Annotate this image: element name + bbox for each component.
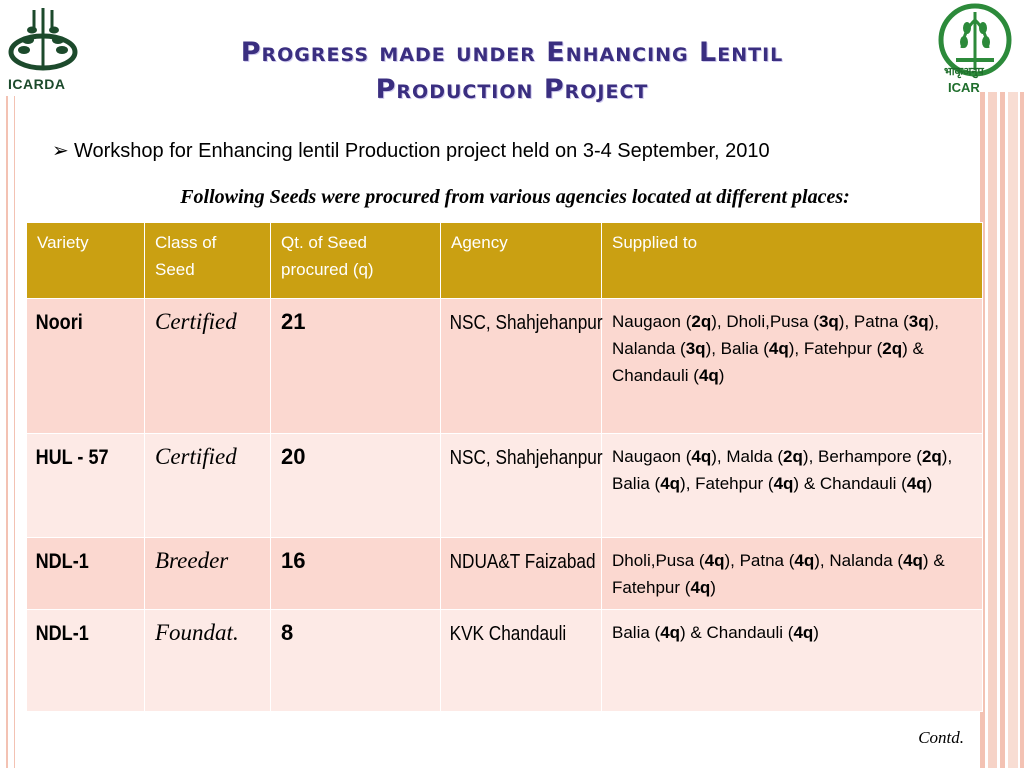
- title-line-2: Production Project: [375, 74, 649, 105]
- qty-cell-text: 20: [281, 444, 306, 469]
- qty-cell-text: 8: [281, 620, 294, 645]
- supplied-cell: Balia (4q) & Chandauli (4q): [601, 609, 983, 712]
- qty-cell: 20: [270, 433, 441, 538]
- seeds-subtitle: Following Seeds were procured from vario…: [180, 186, 850, 208]
- qty-cell: 16: [270, 537, 441, 610]
- header-class: Class of Seed: [144, 222, 271, 299]
- contd-label: Contd.: [918, 728, 964, 747]
- icar-hindi-text: भाकृअनुप: [944, 65, 984, 78]
- agency-cell: NSC, Shahjehanpur: [440, 298, 603, 434]
- supplied-cell: Dholi,Pusa (4q), Patna (4q), Nalanda (4q…: [601, 537, 983, 610]
- header-variety: Variety: [26, 222, 145, 299]
- agency-cell-text: NDUA&T Faizabad: [449, 551, 596, 573]
- supplied-cell-text: Naugaon (2q), Dholi,Pusa (3q), Patna (3q…: [612, 312, 939, 385]
- class-cell-text: Certified: [155, 309, 237, 334]
- supplied-cell-text: Balia (4q) & Chandauli (4q): [612, 623, 819, 642]
- arrow-bullet-icon: ➢: [52, 140, 69, 162]
- left-border-line-thin: [14, 96, 15, 768]
- title-line-1: Progress made under Enhancing Lentil: [240, 37, 784, 68]
- agency-cell-text: KVK Chandauli: [449, 623, 567, 645]
- table-row: NDL-1 Breeder 16 NDUA&T Faizabad Dholi,Pusa …: [26, 537, 983, 610]
- variety-cell-text: HUL - 57: [35, 446, 109, 469]
- agency-cell-text: NSC, Shahjehanpur: [449, 447, 603, 469]
- qty-cell: 8: [270, 609, 441, 712]
- agency-cell: NDUA&T Faizabad: [440, 537, 602, 610]
- icar-logo: भाकृअनुप ICAR: [934, 0, 1016, 100]
- class-cell-text: Breeder: [155, 548, 229, 573]
- variety-cell: HUL - 57: [26, 433, 145, 538]
- header-supplied: Supplied to: [601, 222, 983, 299]
- header-agency: Agency: [440, 222, 602, 299]
- icarda-logo-text: ICARDA: [8, 76, 66, 92]
- table-row: NDL-1 Foundat. 8 KVK Chandauli Balia (4q) & …: [26, 609, 983, 712]
- agency-cell-text: NSC, Shahjehanpur: [449, 312, 603, 334]
- icar-logo-text: ICAR: [948, 80, 980, 95]
- variety-cell: Noori: [26, 298, 145, 434]
- variety-cell: NDL-1: [26, 609, 145, 712]
- qty-cell-text: 16: [281, 548, 306, 573]
- table-header-row: Variety Class of Seed Qt. of Seed procur…: [26, 222, 983, 299]
- class-cell: Breeder: [144, 537, 271, 610]
- table-row: Noori Certified 21 NSC, Shahjehanpur Naugaon…: [26, 298, 983, 434]
- workshop-text: Workshop for Enhancing lentil Production…: [74, 140, 770, 162]
- icarda-emblem-icon: [8, 8, 78, 71]
- left-border-line: [6, 96, 8, 768]
- table-row: HUL - 57 Certified 20 NSC, Shahjehanpur Naug…: [26, 433, 983, 538]
- workshop-bullet: ➢ Workshop for Enhancing lentil Productio…: [52, 138, 770, 163]
- decorative-stripes: [980, 92, 1024, 768]
- supplied-cell: Naugaon (4q), Malda (2q), Berhampore (2q…: [601, 433, 983, 538]
- variety-cell-text: NDL-1: [35, 622, 89, 645]
- qty-cell-text: 21: [281, 309, 306, 334]
- supplied-cell-text: Dholi,Pusa (4q), Patna (4q), Nalanda (4q…: [612, 551, 945, 597]
- class-cell: Foundat.: [144, 609, 271, 712]
- icar-emblem-icon: [938, 3, 1012, 77]
- variety-cell-text: NDL-1: [35, 550, 89, 573]
- agency-cell: KVK Chandauli: [440, 609, 602, 712]
- class-cell: Certified: [144, 433, 271, 538]
- seeds-table: Variety Class of Seed Qt. of Seed procur…: [26, 222, 983, 712]
- class-cell-text: Foundat.: [155, 620, 239, 645]
- class-cell-text: Certified: [155, 444, 237, 469]
- icarda-logo: ICARDA: [0, 0, 86, 96]
- agency-cell: NSC, Shahjehanpur: [440, 433, 603, 538]
- class-cell: Certified: [144, 298, 271, 434]
- qty-cell: 21: [270, 298, 441, 434]
- supplied-cell: Naugaon (2q), Dholi,Pusa (3q), Patna (3q…: [601, 298, 983, 434]
- variety-cell-text: Noori: [35, 311, 83, 334]
- variety-cell: NDL-1: [26, 537, 145, 610]
- page-title: Progress made under Enhancing Lentil Pro…: [120, 34, 904, 108]
- supplied-cell-text: Naugaon (4q), Malda (2q), Berhampore (2q…: [612, 447, 953, 493]
- header-qty: Qt. of Seed procured (q): [270, 222, 441, 299]
